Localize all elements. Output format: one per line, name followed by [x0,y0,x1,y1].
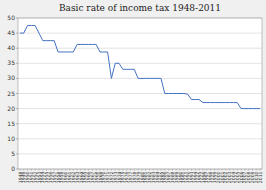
tick-label: 0 [11,165,15,172]
grid-line [18,108,262,109]
tick-label: 45 [7,29,15,36]
series-line [20,26,260,109]
grid-line [18,153,262,154]
tick-label: 25 [7,90,15,97]
grid-line [18,123,262,124]
grid-line [18,33,262,34]
tick-label: 40 [7,44,15,51]
grid-line [18,48,262,49]
tick-label: 15 [7,120,15,127]
tick-label: 20 [7,105,15,112]
tick-label: 35 [7,59,15,66]
tick-label: 2011 [258,171,263,183]
grid-line [18,138,262,139]
plot-area [18,18,262,169]
tick-label: 5 [11,150,15,157]
tick-label: 10 [7,135,15,142]
title: Basic rate of income tax 1948-2011 [59,3,221,13]
tick-label: 30 [7,74,15,81]
chart: 0510152025303540455019481949195019511952… [0,0,266,190]
grid-line [18,63,262,64]
plot-frame [18,18,262,169]
grid-line [18,93,262,94]
tick-label: 50 [7,14,15,21]
series-group [20,26,260,109]
